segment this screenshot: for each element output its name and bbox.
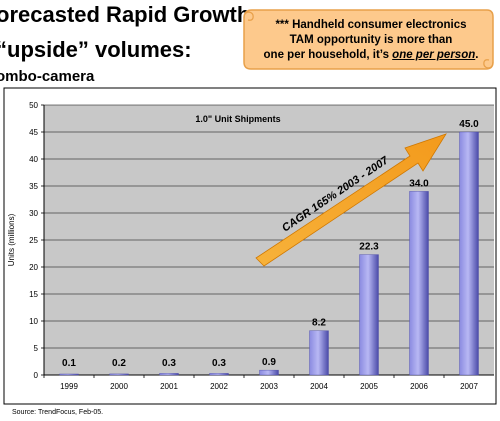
y-tick-label-0: 0 xyxy=(34,371,39,380)
data-label-2002: 0.3 xyxy=(212,358,226,369)
bar-2005 xyxy=(359,254,379,376)
callout-line-3-suffix: . xyxy=(475,49,479,61)
scroll-banner-shape xyxy=(243,9,494,70)
bar-2002 xyxy=(209,373,229,376)
y-tick-label-40: 40 xyxy=(29,155,38,164)
x-tick-label-2004: 2004 xyxy=(310,382,328,391)
tick-labels: 0 5 10 15 20 25 30 35 40 45 50 1999 2000 2001 2002 2003… xyxy=(29,101,478,391)
bar-1999 xyxy=(59,373,79,376)
bar-2000 xyxy=(109,373,129,376)
slide-subtitle: ombo-camera xyxy=(0,68,95,85)
y-tick-label-30: 30 xyxy=(29,209,38,218)
data-label-2001: 0.3 xyxy=(162,358,176,369)
bars xyxy=(59,131,479,376)
x-tick-label-1999: 1999 xyxy=(60,382,78,391)
x-tick-label-2000: 2000 xyxy=(110,382,128,391)
data-label-2005: 22.3 xyxy=(359,242,379,253)
data-label-1999: 0.1 xyxy=(62,358,76,369)
x-tick-label-2005: 2005 xyxy=(360,382,378,391)
slide-title-line-2: “upside” volumes: xyxy=(0,37,192,62)
y-tick-label-5: 5 xyxy=(34,344,39,353)
slide-title-line-1: orecasted Rapid Growth xyxy=(0,2,251,27)
y-tick-label-50: 50 xyxy=(29,101,38,110)
callout-line-3-prefix: one per household, it’s xyxy=(263,49,393,61)
bar-2004 xyxy=(309,330,329,376)
callout-line-2: TAM opportunity is more than xyxy=(289,34,453,46)
y-tick-label-45: 45 xyxy=(29,128,38,137)
callout-text: *** Handheld consumer electronics TAM op… xyxy=(260,18,482,63)
callout-line-3: one per household, it’s one per person. xyxy=(260,48,482,63)
chart-title: 1.0" Unit Shipments xyxy=(195,114,280,124)
x-tick-label-2007: 2007 xyxy=(460,382,478,391)
y-tick-label-20: 20 xyxy=(29,263,38,272)
y-tick-label-10: 10 xyxy=(29,317,38,326)
data-labels: 0.1 0.2 0.3 0.3 0.9 8.2 22.3 34.0 45.0 xyxy=(62,119,479,369)
bar-2006 xyxy=(409,191,429,376)
bar-2003 xyxy=(259,369,279,376)
bar-2001 xyxy=(159,373,179,376)
data-label-2000: 0.2 xyxy=(112,358,126,369)
x-tick-label-2006: 2006 xyxy=(410,382,428,391)
bar-chart: 0 5 10 15 20 25 30 35 40 45 50 1999 2000 2001 2002 2003… xyxy=(3,87,497,405)
y-tick-label-15: 15 xyxy=(29,290,38,299)
cagr-arrow xyxy=(255,133,447,267)
y-tick-label-35: 35 xyxy=(29,182,38,191)
callout-line-3-emphasis: one per person xyxy=(392,49,476,61)
y-axis-label: Units (millions) xyxy=(7,213,16,266)
data-label-2007: 45.0 xyxy=(459,119,479,130)
bar-2007 xyxy=(459,131,479,376)
callout-line-1: *** Handheld consumer electronics xyxy=(275,19,467,31)
y-tick-label-25: 25 xyxy=(29,236,38,245)
x-tick-label-2002: 2002 xyxy=(210,382,228,391)
data-label-2004: 8.2 xyxy=(312,318,326,329)
data-label-2006: 34.0 xyxy=(409,178,429,189)
source-note: Source: TrendFocus, Feb-05. xyxy=(12,409,104,416)
x-tick-label-2001: 2001 xyxy=(160,382,178,391)
data-label-2003: 0.9 xyxy=(262,357,276,368)
x-tick-label-2003: 2003 xyxy=(260,382,278,391)
callout-scroll: *** Handheld consumer electronics TAM op… xyxy=(240,8,495,72)
